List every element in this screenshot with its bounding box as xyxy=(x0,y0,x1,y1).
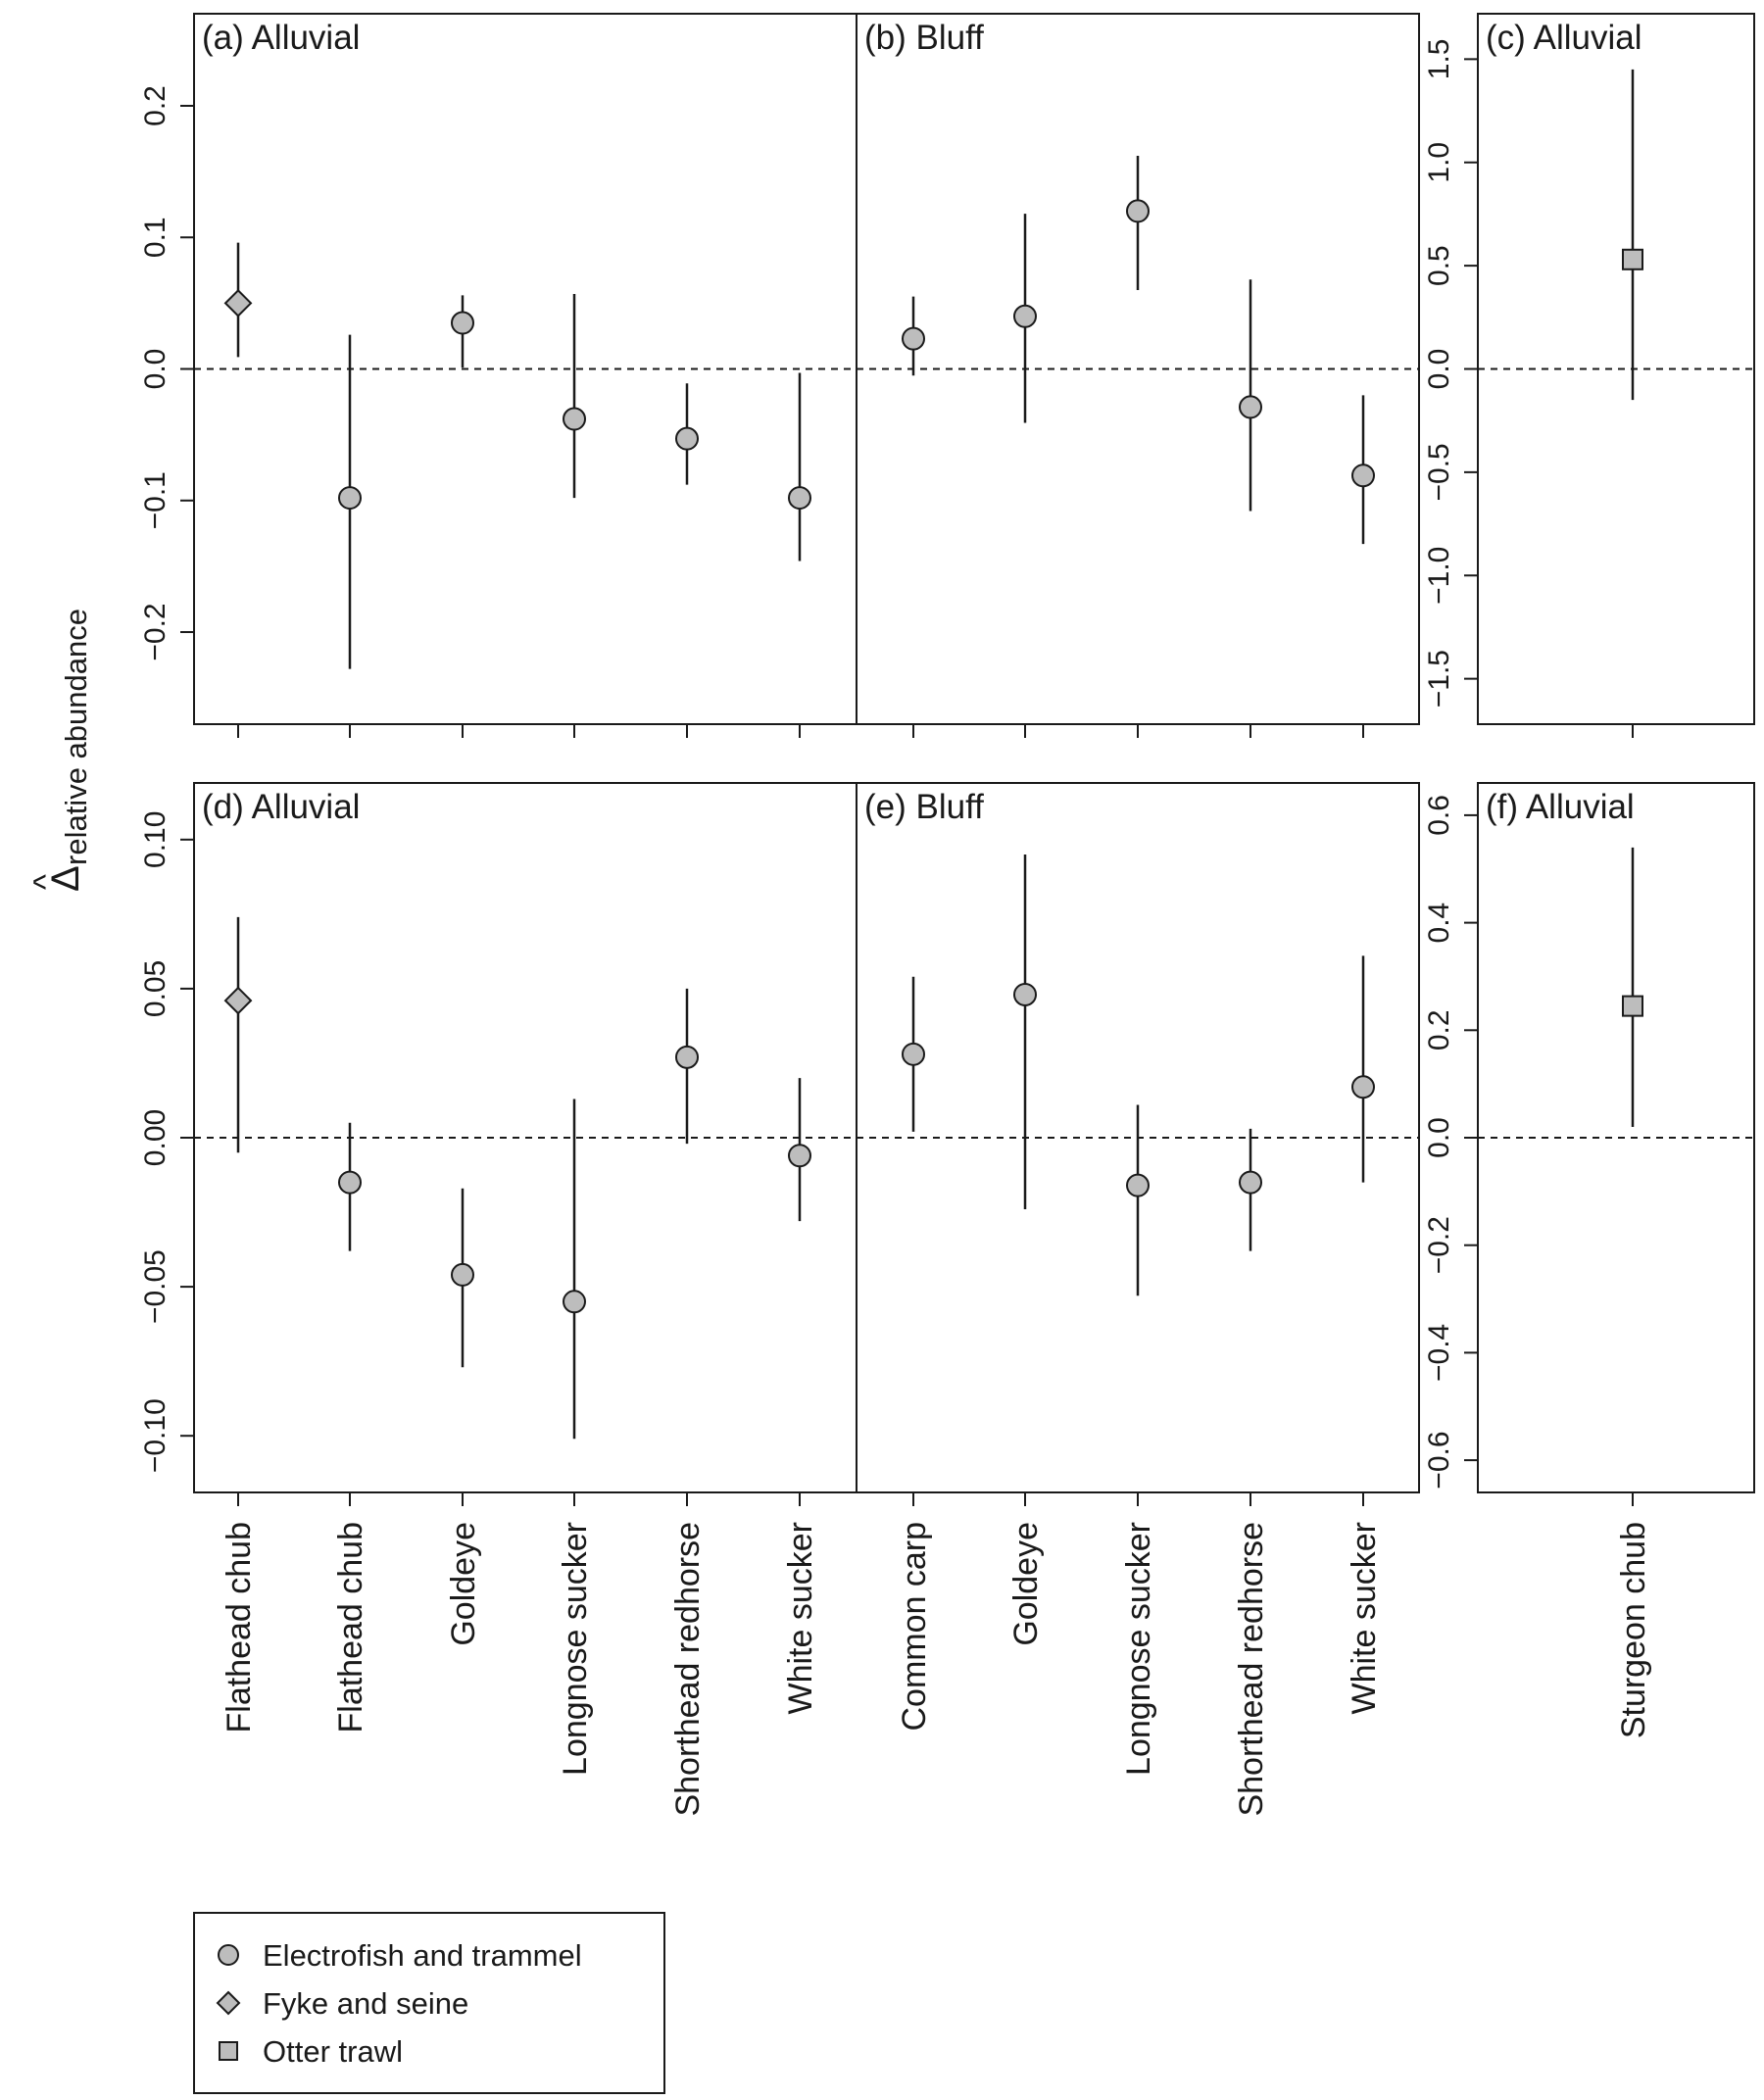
panel-a-panel-label: (a) Alluvial xyxy=(202,19,360,57)
panel-b-point-marker xyxy=(902,326,925,351)
panel-c-panel-label: (c) Alluvial xyxy=(1486,19,1642,57)
panel-b-point-marker xyxy=(1126,199,1150,223)
panel-d-point-marker xyxy=(451,1262,474,1287)
panel-e-point-marker xyxy=(902,1042,925,1066)
panel-a-y-tick-label: 0.1 xyxy=(139,217,172,258)
panel-d-panel-label: (d) Alluvial xyxy=(202,788,360,826)
y-axis-title: Δ ^ relative abundance xyxy=(27,609,93,892)
x-tick-label: White sucker xyxy=(1346,1522,1383,1715)
panel-e-point-marker xyxy=(1126,1173,1150,1197)
y-axis-title-delta: Δ xyxy=(44,865,87,892)
panel-a-y-tick-label: 0.2 xyxy=(139,85,172,126)
x-tick-label: Flathead chub xyxy=(220,1522,258,1734)
panel-d-y-tick-label: 0.00 xyxy=(139,1109,172,1166)
panel-f-y-tick-label: 0.0 xyxy=(1423,1117,1455,1158)
legend-circle-marker xyxy=(218,1944,239,1966)
panel-b-point-marker xyxy=(1239,395,1262,419)
x-tick-label: Shorthead redhorse xyxy=(1233,1522,1270,1817)
panel-c-point-marker xyxy=(1622,248,1643,270)
panel-f-y-tick-label: 0.2 xyxy=(1423,1009,1455,1050)
panel-d-point-marker xyxy=(675,1045,699,1069)
panel-a-point-marker xyxy=(223,288,253,317)
panel-f-y-tick-label: 0.4 xyxy=(1423,903,1455,944)
panel-a-point-marker xyxy=(563,407,586,431)
panel-e-point-marker xyxy=(1351,1075,1375,1099)
x-tick-label: Longnose sucker xyxy=(557,1522,594,1776)
panel-f-panel-label: (f) Alluvial xyxy=(1486,788,1635,826)
panel-c-y-tick-label: 0.0 xyxy=(1423,349,1455,390)
panel-d-point-marker xyxy=(563,1290,586,1314)
panel-e-panel-label: (e) Bluff xyxy=(864,788,984,826)
panel-e: (e) Bluff xyxy=(857,788,1419,1296)
x-tick-label: Longnose sucker xyxy=(1120,1522,1157,1776)
plot-box-left-bottom xyxy=(193,782,1420,1506)
panel-a-point-marker xyxy=(788,486,811,511)
panel-d-y-tick-label: 0.05 xyxy=(139,960,172,1017)
panel-a: (a) Alluvial −0.2 −0.1 0.0 0.1 0.2 xyxy=(139,19,857,669)
x-tick-label: Goldeye xyxy=(445,1522,482,1646)
panel-f: (f) Alluvial −0.6 −0.4 −0.2 0.0 0.2 0.4 0.6 xyxy=(1423,788,1754,1490)
plot-box-right-top xyxy=(1477,13,1755,738)
panel-c-y-tick-label: 1.5 xyxy=(1423,39,1455,80)
legend-box xyxy=(193,1912,665,2094)
panel-d-y-tick-label: 0.10 xyxy=(139,811,172,868)
panel-c-y-tick-label: −0.5 xyxy=(1423,443,1455,501)
x-tick-label: White sucker xyxy=(782,1522,819,1715)
panel-d-point-marker xyxy=(788,1144,811,1168)
panel-c-y-tick-label: −1.0 xyxy=(1423,547,1455,605)
panel-d-y-tick-label: −0.05 xyxy=(139,1249,172,1324)
panel-d-point-marker xyxy=(223,986,253,1015)
legend-label-electrofish: Electrofish and trammel xyxy=(263,1938,582,1973)
legend: Electrofish and trammel Fyke and seine O… xyxy=(193,1912,665,2094)
panel-d-point-marker xyxy=(338,1170,362,1195)
plot-box-left-top xyxy=(193,13,1420,738)
panel-b-panel-label: (b) Bluff xyxy=(864,19,984,57)
legend-diamond-marker xyxy=(216,1990,241,2016)
x-tick-label: Sturgeon chub xyxy=(1615,1522,1652,1738)
x-tick-label: Shorthead redhorse xyxy=(669,1522,707,1817)
legend-label-otter-trawl: Otter trawl xyxy=(263,2034,403,2069)
panel-d-y-tick-label: −0.10 xyxy=(139,1398,172,1473)
panel-e-point-marker xyxy=(1013,982,1037,1006)
y-axis-title-hat: ^ xyxy=(27,874,65,890)
panel-c-y-tick-label: 0.5 xyxy=(1423,245,1455,286)
panel-d: (d) Alluvial −0.10 −0.05 0.00 0.05 0.10 xyxy=(139,788,857,1473)
x-tick-label: Common carp xyxy=(896,1522,933,1732)
panel-f-point-marker xyxy=(1622,995,1643,1017)
panel-c-y-tick-label: 1.0 xyxy=(1423,142,1455,183)
panel-a-point-marker xyxy=(451,311,474,335)
panel-b-point-marker xyxy=(1351,464,1375,488)
panel-f-y-tick-label: −0.6 xyxy=(1423,1431,1455,1489)
x-tick-labels-layer: Flathead chub Flathead chub Goldeye Longnos… xyxy=(220,1522,1652,1817)
panel-f-y-tick-label: 0.6 xyxy=(1423,795,1455,836)
x-tick-label: Flathead chub xyxy=(332,1522,369,1734)
panels-layer: (a) Alluvial −0.2 −0.1 0.0 0.1 0.2 (b) Bluff (d… xyxy=(139,13,1755,1506)
legend-square-marker xyxy=(219,2041,238,2061)
panel-a-point-marker xyxy=(338,486,362,511)
panel-a-point-marker xyxy=(675,426,699,451)
panel-f-y-tick-label: −0.2 xyxy=(1423,1216,1455,1274)
panel-a-y-tick-label: −0.2 xyxy=(139,603,172,660)
panel-c-y-tick-label: −1.5 xyxy=(1423,650,1455,708)
panel-a-y-tick-label: 0.0 xyxy=(139,349,172,390)
legend-label-fyke: Fyke and seine xyxy=(263,1986,468,2021)
panel-b: (b) Bluff xyxy=(857,19,1419,545)
panel-f-y-tick-label: −0.4 xyxy=(1423,1324,1455,1382)
panel-a-y-tick-label: −0.1 xyxy=(139,471,172,529)
panel-b-point-marker xyxy=(1013,304,1037,328)
x-tick-label: Goldeye xyxy=(1007,1522,1045,1646)
plot-box-right-bottom xyxy=(1477,782,1755,1506)
y-axis-title-subscript: relative abundance xyxy=(59,609,93,865)
panel-e-point-marker xyxy=(1239,1170,1262,1195)
panel-c: (c) Alluvial −1.5 −1.0 −0.5 0.0 0.5 1.0 1.5 xyxy=(1423,19,1754,708)
